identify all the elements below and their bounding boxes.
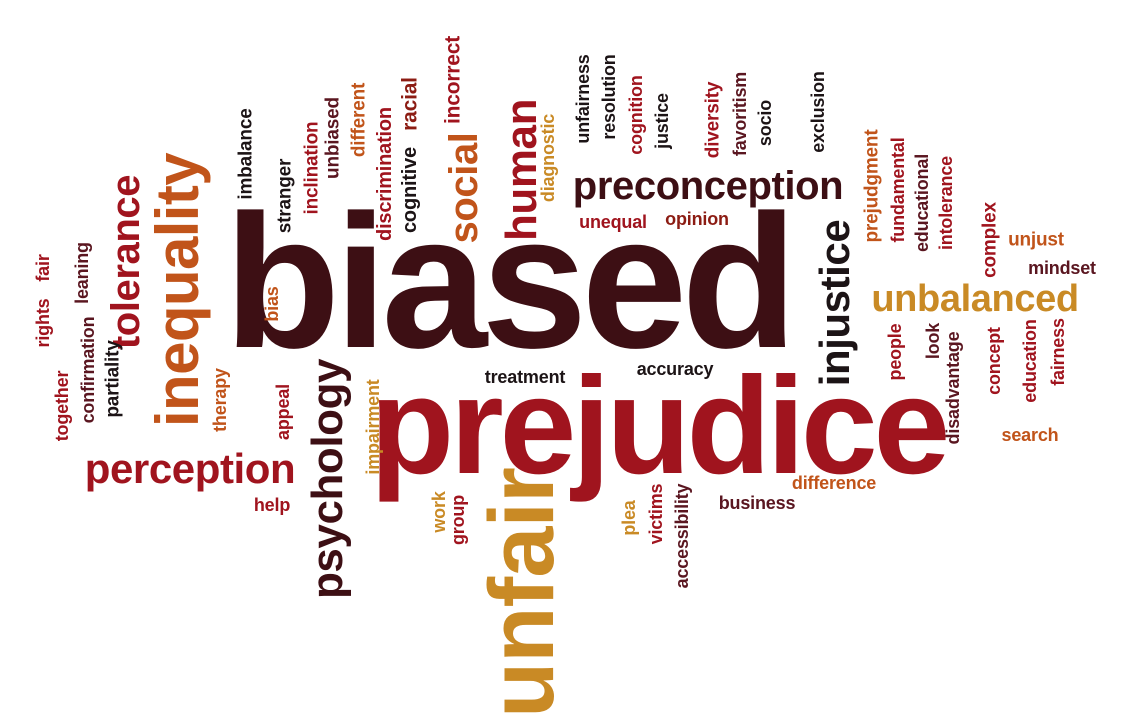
word-victims: victims — [646, 483, 666, 545]
word-confirmation: confirmation — [78, 316, 98, 424]
word-diversity: diversity — [702, 81, 724, 159]
word-treatment: treatment — [484, 367, 566, 387]
word-psychology: psychology — [303, 358, 352, 600]
word-unfair: unfair — [471, 467, 573, 719]
word-intolerance: intolerance — [936, 155, 956, 251]
word-together: together — [52, 370, 72, 442]
word-preconception: preconception — [572, 164, 844, 208]
word-social: social — [442, 132, 486, 244]
word-resolution: resolution — [599, 54, 619, 140]
word-unbiased: unbiased — [322, 97, 344, 179]
word-biased: biased — [224, 176, 797, 388]
word-accuracy: accuracy — [636, 359, 714, 379]
word-educational: educational — [912, 153, 932, 253]
word-education: education — [1020, 319, 1040, 403]
word-rights: rights — [33, 298, 53, 348]
word-socio: socio — [755, 99, 775, 147]
word-bias: bias — [262, 286, 282, 322]
word-partiality: partiality — [102, 340, 124, 418]
word-prejudgment: prejudgment — [861, 129, 883, 243]
word-racial: racial — [398, 77, 422, 131]
word-tolerance: tolerance — [104, 174, 148, 350]
word-justice: justice — [652, 93, 672, 149]
word-cognitive: cognitive — [399, 147, 421, 233]
word-complex: complex — [979, 202, 1001, 278]
word-unfairness: unfairness — [573, 54, 593, 144]
word-leaning: leaning — [72, 242, 92, 304]
word-fairness: fairness — [1048, 318, 1068, 386]
word-accessibility: accessibility — [672, 483, 692, 589]
word-prejudice: prejudice — [369, 349, 950, 503]
word-injustice: injustice — [811, 219, 858, 387]
word-help: help — [253, 495, 291, 515]
word-fair: fair — [33, 254, 53, 282]
word-favoritism: favoritism — [730, 71, 750, 157]
word-fundamental: fundamental — [888, 137, 908, 243]
word-business: business — [718, 493, 796, 513]
word-difference: difference — [791, 473, 877, 493]
word-incorrect: incorrect — [441, 36, 465, 124]
word-work: work — [429, 491, 449, 533]
word-diagnostic: diagnostic — [538, 113, 558, 203]
word-appeal: appeal — [273, 384, 293, 440]
word-inequality: inequality — [144, 152, 211, 428]
word-cognition: cognition — [626, 75, 646, 155]
word-search: search — [1001, 425, 1059, 445]
word-discrimination: discrimination — [374, 107, 396, 241]
word-plea: plea — [619, 500, 639, 536]
word-imbalance: imbalance — [235, 108, 257, 200]
word-exclusion: exclusion — [808, 71, 828, 153]
word-opinion: opinion — [665, 209, 729, 229]
word-concept: concept — [984, 327, 1004, 395]
word-inclination: inclination — [301, 121, 323, 215]
word-mindset: mindset — [1028, 258, 1096, 278]
word-stranger: stranger — [274, 158, 296, 234]
word-look: look — [923, 322, 943, 360]
word-group: group — [448, 494, 468, 546]
word-people: people — [885, 323, 905, 381]
word-perception: perception — [84, 445, 296, 492]
word-disadvantage: disadvantage — [943, 331, 963, 445]
word-impairment: impairment — [363, 379, 383, 475]
word-unequal: unequal — [579, 212, 647, 232]
word-unjust: unjust — [1008, 229, 1064, 251]
word-therapy: therapy — [210, 368, 230, 432]
word-different: different — [348, 82, 370, 158]
word-unbalanced: unbalanced — [871, 278, 1079, 320]
